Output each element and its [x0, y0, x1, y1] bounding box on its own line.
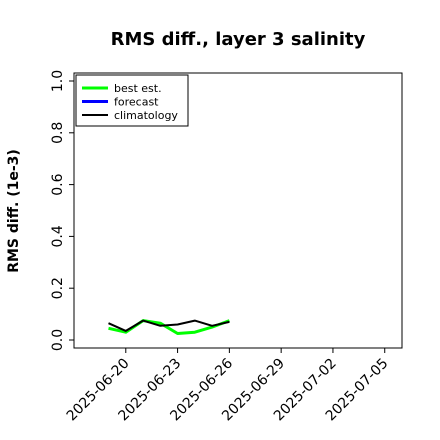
y-axis-ticks: 0.0 0.2 0.4 0.6 0.8 1.0: [50, 70, 74, 351]
chart-title: RMS diff., layer 3 salinity: [111, 29, 366, 50]
y-tick-label: 1.0: [50, 70, 66, 92]
y-tick-label: 0.4: [50, 225, 66, 247]
legend-label: best est.: [114, 82, 162, 95]
series-lines: [108, 319, 230, 335]
x-axis-ticks: 2025-06-202025-06-232025-06-262025-06-29…: [64, 348, 392, 424]
series-line-2: [108, 319, 230, 332]
y-tick-label: 0.2: [50, 277, 66, 299]
legend-label: forecast: [114, 96, 159, 109]
plot-frame: [73, 72, 403, 349]
y-axis-label: RMS diff. (1e-3): [6, 149, 22, 273]
y-tick-label: 0.8: [50, 122, 66, 144]
y-tick-label: 0.6: [50, 173, 66, 195]
y-tick-label: 0.0: [50, 329, 66, 351]
legend-label: climatology: [114, 109, 178, 122]
